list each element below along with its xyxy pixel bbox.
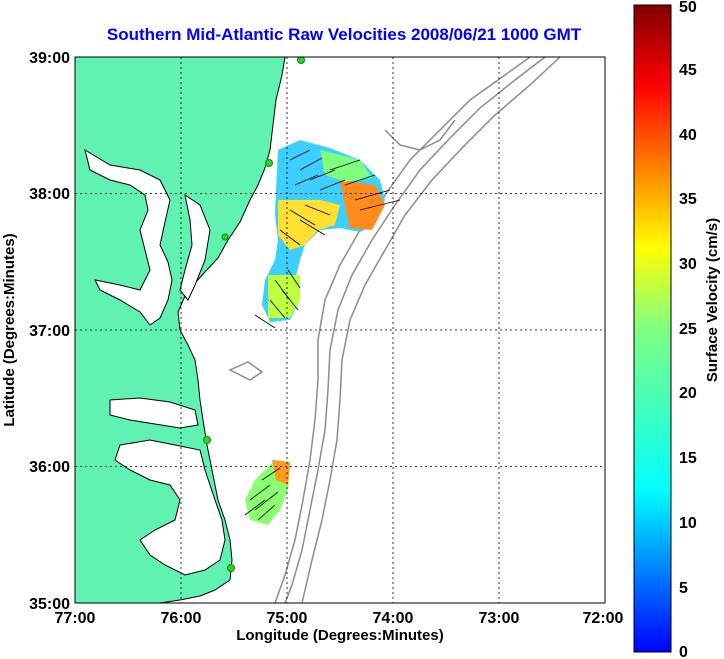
y-tick-label: 39:00 [29, 50, 70, 67]
bay-east-shore [179, 193, 211, 301]
x-axis-label: Longitude (Degrees:Minutes) [236, 627, 444, 644]
colorbar-tick-label: 20 [679, 385, 697, 402]
bathymetry-contours [228, 57, 561, 603]
colorbar-ticks: 0 5 10 15 20 25 30 35 40 45 50 [679, 0, 697, 659]
colorbar [633, 4, 672, 653]
pamlico-sound [114, 439, 226, 576]
x-axis-ticks: 77:00 76:00 75:00 74:00 73:00 72:00 [55, 610, 624, 627]
map-title: Southern Mid-Atlantic Raw Velocities 200… [107, 25, 582, 44]
colorbar-tick-label: 35 [679, 191, 697, 208]
y-tick-label: 38:00 [29, 186, 70, 203]
radar-stations [203, 57, 305, 572]
colorbar-label: Surface Velocity (cm/s) [704, 218, 721, 382]
x-tick-label: 76:00 [161, 610, 202, 627]
station-marker [227, 564, 235, 572]
colorbar-tick-label: 0 [679, 644, 688, 659]
station-marker [297, 57, 305, 64]
plot-area [75, 57, 605, 603]
x-tick-label: 72:00 [583, 610, 624, 627]
colorbar-tick-label: 25 [679, 321, 697, 338]
y-tick-label: 36:00 [29, 459, 70, 476]
colorbar-tick-label: 15 [679, 450, 697, 467]
velocity-field-north [254, 140, 401, 329]
colorbar-tick-label: 40 [679, 127, 697, 144]
y-axis-ticks: 39:00 38:00 37:00 36:00 35:00 [29, 50, 70, 613]
colorbar-tick-label: 10 [679, 515, 697, 532]
y-axis-label: Latitude (Degrees:Minutes) [1, 233, 18, 426]
station-marker [265, 159, 273, 167]
y-tick-label: 35:00 [29, 596, 70, 613]
station-marker [203, 436, 211, 444]
colorbar-tick-label: 50 [679, 0, 697, 16]
x-tick-label: 75:00 [267, 610, 308, 627]
colorbar-tick-label: 45 [679, 62, 697, 79]
x-tick-label: 77:00 [55, 610, 96, 627]
colorbar-tick-label: 5 [679, 580, 688, 597]
x-tick-label: 74:00 [373, 610, 414, 627]
grid-lines [75, 57, 605, 603]
y-tick-label: 37:00 [29, 323, 70, 340]
station-marker [221, 233, 229, 241]
x-tick-label: 73:00 [479, 610, 520, 627]
colorbar-tick-label: 30 [679, 256, 697, 273]
plot-frame [74, 56, 606, 604]
albemarle-sound [109, 397, 199, 429]
